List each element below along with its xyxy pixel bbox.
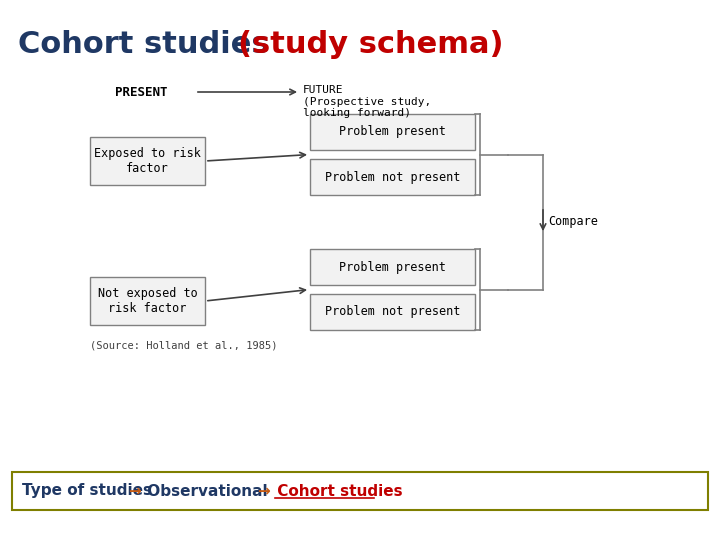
Text: Cohort studies: Cohort studies [272,483,402,498]
Text: PRESENT: PRESENT [115,85,168,98]
FancyBboxPatch shape [310,249,475,285]
Text: Exposed to risk
factor: Exposed to risk factor [94,147,201,175]
Text: FUTURE
(Prospective study,
looking forward): FUTURE (Prospective study, looking forwa… [303,85,431,118]
Text: (study schema): (study schema) [238,30,503,59]
FancyBboxPatch shape [12,472,708,510]
Text: Problem not present: Problem not present [325,171,460,184]
Text: (Source: Holland et al., 1985): (Source: Holland et al., 1985) [90,340,277,350]
Text: Cohort studies: Cohort studies [18,30,280,59]
Text: Type of studies: Type of studies [22,483,157,498]
FancyBboxPatch shape [90,137,205,185]
Text: Problem present: Problem present [339,260,446,273]
Text: Compare: Compare [548,215,598,228]
Text: Not exposed to
risk factor: Not exposed to risk factor [98,287,197,315]
FancyBboxPatch shape [90,277,205,325]
FancyBboxPatch shape [310,159,475,195]
Text: Observational: Observational [142,483,273,498]
FancyBboxPatch shape [310,294,475,330]
Text: →: → [257,483,270,498]
Text: Problem not present: Problem not present [325,306,460,319]
FancyBboxPatch shape [310,114,475,150]
Text: →: → [128,483,140,498]
Text: Problem present: Problem present [339,125,446,138]
